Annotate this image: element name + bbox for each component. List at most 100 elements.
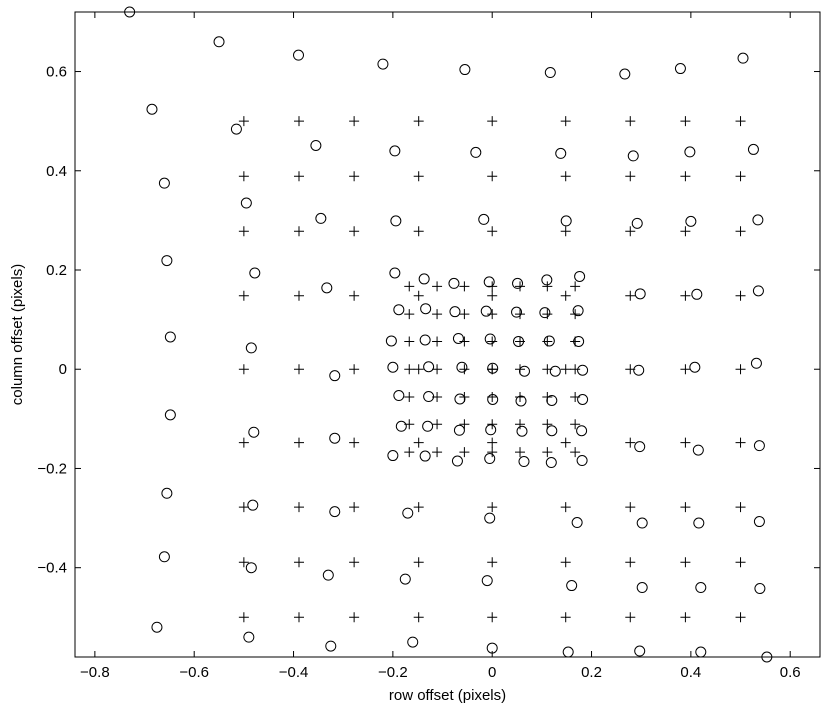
plus-marker — [238, 226, 249, 237]
x-tick-label: −0.8 — [80, 664, 110, 681]
circle-marker — [481, 575, 493, 587]
circle-marker — [684, 146, 696, 158]
plus-marker — [413, 437, 424, 448]
circle-marker — [470, 146, 482, 158]
plus-marker — [487, 116, 498, 127]
circle-marker — [546, 425, 558, 437]
plus-marker — [432, 336, 443, 347]
plus-marker — [349, 437, 360, 448]
plus-marker — [238, 116, 249, 127]
circle-marker — [213, 36, 225, 48]
circle-marker — [451, 455, 463, 467]
circle-marker — [515, 395, 527, 407]
circle-marker — [329, 506, 341, 518]
plus-marker — [487, 557, 498, 568]
circle-marker — [541, 274, 553, 286]
plus-marker — [735, 557, 746, 568]
plus-marker — [487, 419, 498, 430]
plus-marker — [293, 116, 304, 127]
circle-marker — [456, 361, 468, 373]
circle-marker — [562, 646, 574, 658]
circle-marker — [459, 64, 471, 76]
circle-marker — [576, 425, 588, 437]
plus-marker — [515, 281, 526, 292]
y-axis-label: column offset (pixels) — [9, 264, 26, 405]
circle-marker — [636, 582, 648, 594]
circle-marker — [627, 150, 639, 162]
circle-marker — [325, 640, 337, 652]
plus-marker — [404, 309, 415, 320]
plus-marker — [432, 364, 443, 375]
circle-marker — [576, 455, 588, 467]
circle-marker — [423, 391, 435, 403]
plus-marker — [735, 502, 746, 513]
circle-marker — [555, 147, 567, 159]
plus-marker — [349, 171, 360, 182]
y-tick-label: −0.2 — [37, 460, 67, 477]
circle-marker — [484, 512, 496, 524]
plus-marker — [735, 171, 746, 182]
circle-marker — [577, 393, 589, 405]
circle-marker — [245, 562, 257, 574]
circle-marker — [240, 197, 252, 209]
circle-marker — [407, 636, 419, 648]
plus-marker — [542, 336, 553, 347]
plus-marker — [293, 612, 304, 623]
plus-marker — [349, 502, 360, 513]
plus-marker — [293, 364, 304, 375]
circle-marker — [249, 267, 261, 279]
circle-marker — [631, 217, 643, 229]
plus-marker — [515, 447, 526, 458]
circle-marker — [546, 394, 558, 406]
circle-marker — [674, 63, 686, 75]
circle-marker — [161, 255, 173, 267]
circle-marker — [513, 335, 525, 347]
plus-marker — [349, 290, 360, 301]
x-tick-label: 0 — [488, 664, 496, 681]
circle-marker — [634, 645, 646, 657]
circle-marker — [753, 440, 765, 452]
circle-marker — [543, 335, 555, 347]
plus-marker — [349, 226, 360, 237]
plus-marker — [432, 419, 443, 430]
plus-marker — [238, 557, 249, 568]
circle-marker — [634, 288, 646, 300]
plus-marker — [560, 171, 571, 182]
plus-marker — [413, 116, 424, 127]
circle-marker — [573, 335, 585, 347]
circle-marker — [377, 58, 389, 70]
plus-marker — [560, 557, 571, 568]
circle-marker — [695, 582, 707, 594]
plus-marker — [680, 612, 691, 623]
y-tick-label: −0.4 — [37, 560, 67, 577]
circle-marker — [484, 333, 496, 345]
plus-marker — [293, 557, 304, 568]
circle-marker — [419, 450, 431, 462]
plus-marker — [680, 437, 691, 448]
circle-marker — [164, 409, 176, 421]
plus-marker — [238, 171, 249, 182]
circle-marker — [402, 507, 414, 519]
plus-marker — [238, 364, 249, 375]
circle-marker — [293, 49, 304, 61]
circle-marker — [549, 365, 561, 377]
circle-marker — [574, 270, 586, 282]
plus-marker — [238, 437, 249, 448]
plus-marker — [413, 364, 424, 375]
circle-marker — [689, 361, 701, 373]
plus-marker — [625, 502, 636, 513]
circle-marker — [449, 306, 461, 318]
circle-marker — [389, 145, 401, 157]
circle-marker — [389, 267, 401, 279]
circle-marker — [487, 362, 499, 374]
circle-marker — [158, 177, 170, 189]
x-tick-label: −0.4 — [279, 664, 309, 681]
plus-marker — [487, 290, 498, 301]
x-tick-label: −0.6 — [179, 664, 209, 681]
circle-marker — [636, 517, 648, 529]
circle-marker — [164, 331, 176, 343]
plus-marker — [349, 116, 360, 127]
plus-marker — [349, 557, 360, 568]
x-tick-label: 0.4 — [680, 664, 701, 681]
plus-marker — [735, 290, 746, 301]
